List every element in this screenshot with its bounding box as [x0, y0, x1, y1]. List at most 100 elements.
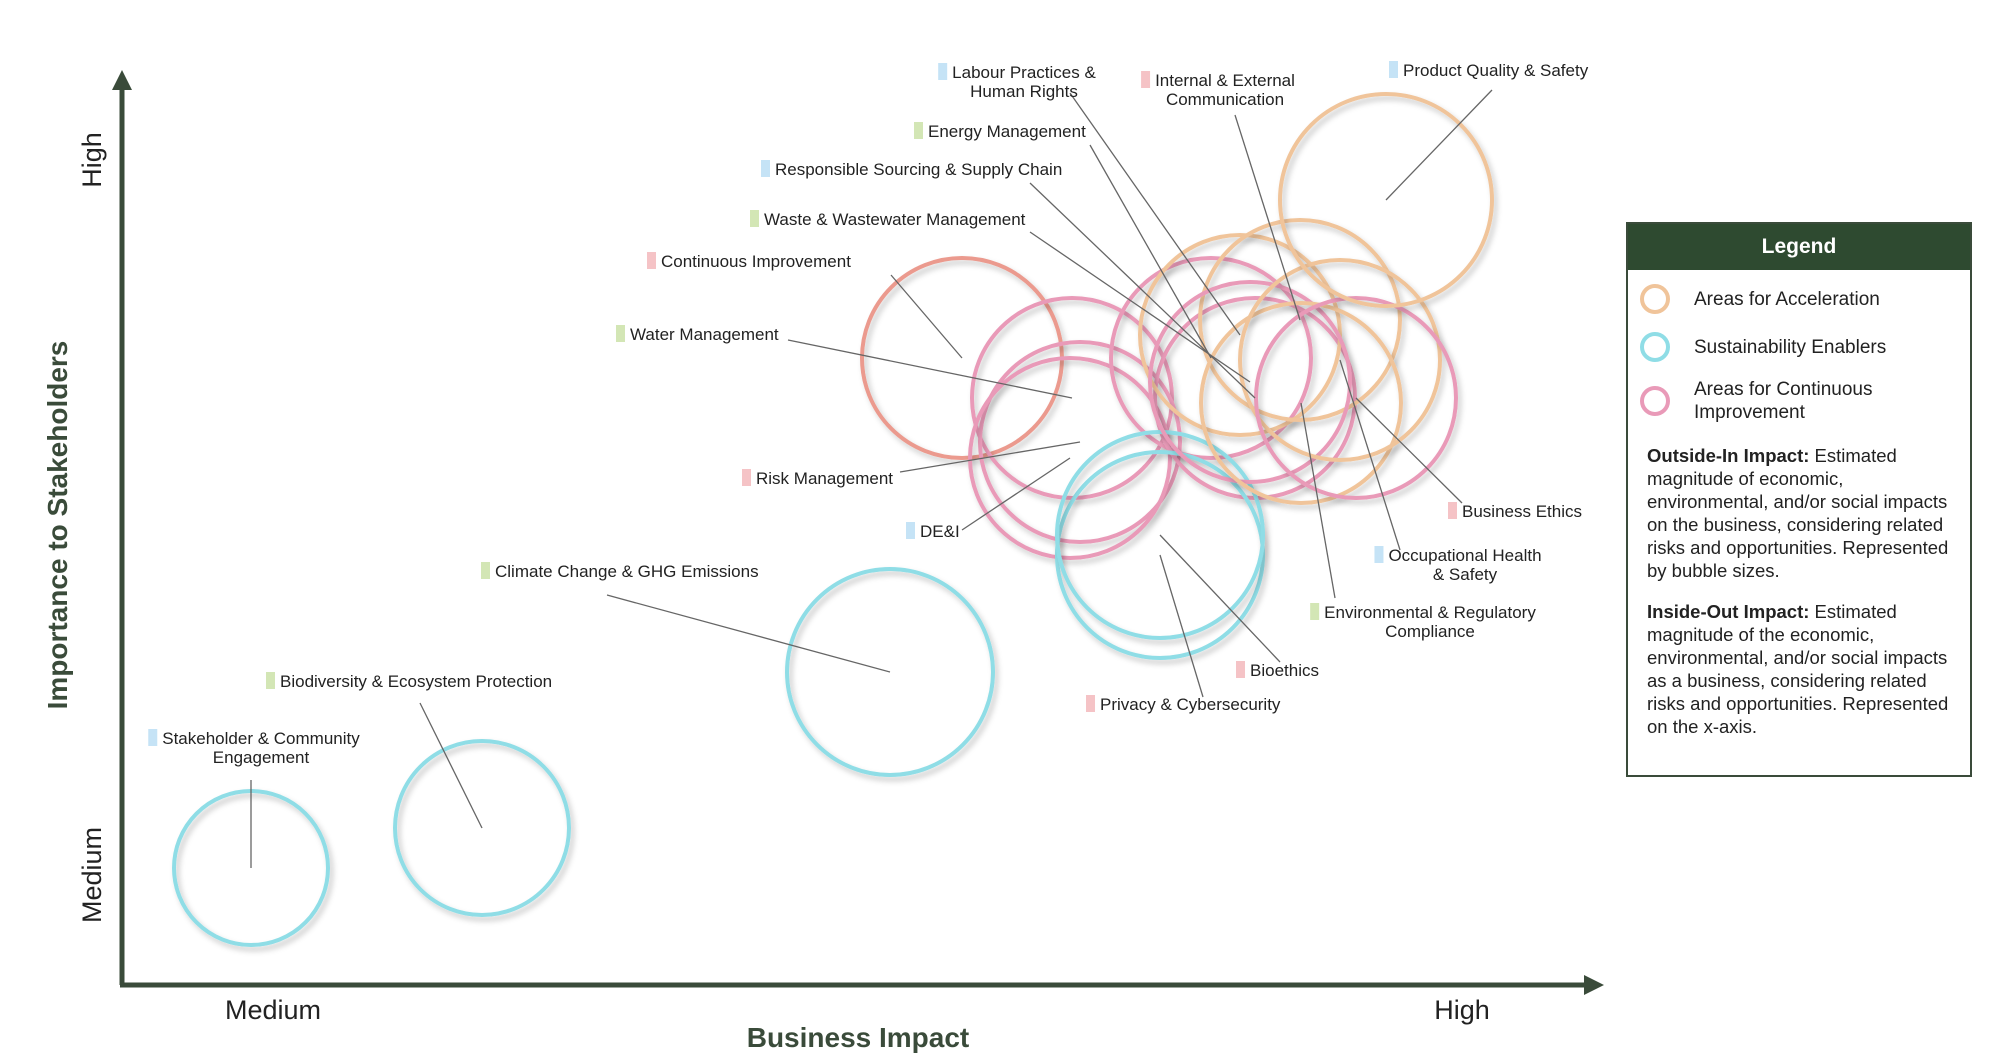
label-text-waste-and-wastewater-management: Waste & Wastewater Management — [764, 210, 1026, 229]
legend-note-outside-in: Outside-In Impact: Estimated magnitude o… — [1647, 444, 1956, 582]
y-tick-high: High — [77, 132, 107, 188]
label-deandi: DE&I — [906, 522, 960, 541]
topic-marker-risk-management — [742, 469, 751, 486]
leader-line-labour-practices-and-human-rights — [1069, 92, 1241, 336]
label-text-labour-practices-and-human-rights: Labour Practices & Human Rights — [952, 63, 1096, 101]
topic-marker-environmental-and-regulatory-compliance — [1310, 603, 1320, 620]
leader-line-environmental-and-regulatory-compliance — [1300, 402, 1336, 599]
legend-item-enablers: Sustainability Enablers — [1640, 328, 1970, 366]
legend-swatch-acceleration — [1640, 284, 1670, 314]
leader-line-occupational-health-and-safety — [1339, 359, 1401, 551]
legend-item-continuous: Areas for Continuous Improvement — [1640, 376, 1970, 426]
leader-line-biodiversity-and-ecosystem-protection — [419, 702, 483, 829]
inside-out-title: Inside-Out Impact: — [1647, 601, 1810, 622]
topic-marker-energy-management — [914, 122, 923, 139]
leader-line-energy-management — [1089, 144, 1212, 359]
topic-marker-internal-and-external-communication — [1141, 71, 1151, 88]
topic-marker-bioethics — [1236, 661, 1245, 678]
label-water-management: Water Management — [616, 325, 779, 344]
topic-marker-biodiversity-and-ecosystem-protection — [266, 672, 275, 689]
topic-marker-product-quality-and-safety — [1389, 61, 1398, 78]
y-tick-medium: Medium — [77, 827, 107, 923]
topic-marker-privacy-and-cybersecurity — [1086, 695, 1095, 712]
label-waste-and-wastewater-management: Waste & Wastewater Management — [750, 210, 1026, 229]
legend: Legend Areas for Acceleration Sustainabi… — [1626, 222, 1972, 777]
label-text-climate-change-and-ghg-emissions: Climate Change & GHG Emissions — [495, 562, 759, 581]
legend-swatch-continuous — [1640, 386, 1670, 416]
bubble-internal-and-external-communication — [1198, 218, 1402, 422]
leader-line-climate-change-and-ghg-emissions — [606, 594, 891, 673]
y-axis-arrow — [112, 70, 132, 90]
outside-in-text: Estimated magnitude of economic, environ… — [1647, 445, 1949, 581]
leader-line-business-ethics — [1355, 397, 1463, 504]
legend-note-inside-out: Inside-Out Impact: Estimated magnitude o… — [1647, 600, 1956, 738]
legend-label-continuous: Areas for Continuous Improvement — [1694, 379, 1873, 423]
legend-label-acceleration: Areas for Acceleration — [1694, 288, 1880, 310]
legend-title: Legend — [1628, 224, 1970, 270]
label-text-internal-and-external-communication: Internal & External Communication — [1155, 71, 1295, 109]
label-environmental-and-regulatory-compliance: Environmental & Regulatory Compliance — [1310, 603, 1536, 641]
x-tick-high: High — [1434, 995, 1490, 1025]
label-text-product-quality-and-safety: Product Quality & Safety — [1403, 61, 1589, 80]
topic-marker-waste-and-wastewater-management — [750, 210, 759, 227]
topic-marker-stakeholder-and-community-engagement — [148, 729, 158, 746]
label-stakeholder-and-community-engagement: Stakeholder & Community Engagement — [148, 729, 360, 767]
leader-line-continuous-improvement — [890, 274, 963, 359]
label-responsible-sourcing-and-supply-chain: Responsible Sourcing & Supply Chain — [761, 160, 1062, 179]
bubble-environmental-and-regulatory-compliance — [1199, 301, 1403, 505]
label-text-risk-management: Risk Management — [756, 469, 893, 488]
x-axis-arrow — [1584, 975, 1604, 995]
label-text-energy-management: Energy Management — [928, 122, 1086, 141]
leader-line-privacy-and-cybersecurity — [1159, 554, 1204, 698]
label-continuous-improvement: Continuous Improvement — [647, 252, 851, 271]
label-text-bioethics: Bioethics — [1250, 661, 1319, 680]
label-business-ethics: Business Ethics — [1448, 502, 1582, 521]
label-text-privacy-and-cybersecurity: Privacy & Cybersecurity — [1100, 695, 1281, 714]
label-text-environmental-and-regulatory-compliance: Environmental & Regulatory Compliance — [1324, 603, 1536, 641]
label-text-business-ethics: Business Ethics — [1462, 502, 1582, 521]
bubble-climate-change-and-ghg-emissions — [785, 567, 995, 777]
leader-line-product-quality-and-safety — [1385, 89, 1493, 201]
topic-marker-deandi — [906, 522, 915, 539]
bubble-business-ethics — [1254, 296, 1458, 500]
bubble-bioethics — [1055, 430, 1265, 640]
label-risk-management: Risk Management — [742, 469, 893, 488]
bubble-occupational-health-and-safety — [1238, 258, 1442, 462]
bubble-waste-and-wastewater-management — [1148, 280, 1352, 484]
topic-marker-responsible-sourcing-and-supply-chain — [761, 160, 770, 177]
x-tick-medium: Medium — [225, 995, 321, 1025]
label-text-stakeholder-and-community-engagement: Stakeholder & Community Engagement — [162, 729, 360, 767]
topic-marker-labour-practices-and-human-rights — [938, 63, 948, 80]
label-text-responsible-sourcing-and-supply-chain: Responsible Sourcing & Supply Chain — [775, 160, 1062, 179]
bubble-risk-management — [978, 340, 1182, 544]
topic-marker-water-management — [616, 325, 625, 342]
label-internal-and-external-communication: Internal & External Communication — [1141, 71, 1295, 109]
label-privacy-and-cybersecurity: Privacy & Cybersecurity — [1086, 695, 1281, 714]
label-energy-management: Energy Management — [914, 122, 1086, 141]
leader-line-water-management — [787, 339, 1073, 399]
label-text-water-management: Water Management — [630, 325, 779, 344]
leader-lines-layer — [250, 89, 1493, 868]
label-text-continuous-improvement: Continuous Improvement — [661, 252, 851, 271]
topic-marker-climate-change-and-ghg-emissions — [481, 562, 490, 579]
label-text-occupational-health-and-safety: Occupational Health & Safety — [1388, 546, 1541, 584]
leader-line-internal-and-external-communication — [1234, 114, 1301, 321]
topic-marker-continuous-improvement — [647, 252, 656, 269]
label-text-biodiversity-and-ecosystem-protection: Biodiversity & Ecosystem Protection — [280, 672, 552, 691]
label-bioethics: Bioethics — [1236, 661, 1319, 680]
label-labour-practices-and-human-rights: Labour Practices & Human Rights — [938, 63, 1096, 101]
label-text-deandi: DE&I — [920, 522, 960, 541]
legend-item-acceleration: Areas for Acceleration — [1640, 280, 1970, 318]
bubble-energy-management — [1109, 256, 1313, 460]
bubble-labels-layer: Stakeholder & Community Engagement Biodive… — [148, 61, 1589, 767]
topic-marker-occupational-health-and-safety — [1374, 546, 1384, 563]
label-product-quality-and-safety: Product Quality & Safety — [1389, 61, 1589, 80]
outside-in-title: Outside-In Impact: — [1647, 445, 1810, 466]
leader-line-bioethics — [1159, 534, 1281, 663]
legend-label-enablers: Sustainability Enablers — [1694, 336, 1887, 358]
leader-line-deandi — [961, 457, 1071, 531]
y-axis-title: Importance to Stakeholders — [42, 341, 73, 710]
bubble-product-quality-and-safety — [1278, 92, 1494, 308]
label-occupational-health-and-safety: Occupational Health & Safety — [1374, 546, 1542, 584]
